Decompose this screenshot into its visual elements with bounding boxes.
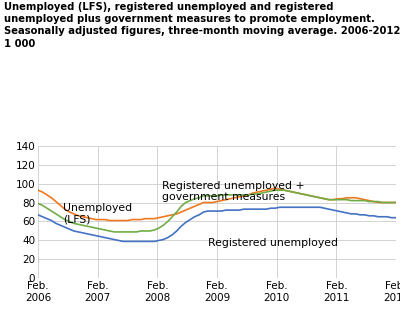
Text: Unemployed (LFS), registered unemployed and registered
unemployed plus governmen: Unemployed (LFS), registered unemployed … [4, 2, 400, 49]
Text: Registered unemployed +
government measures: Registered unemployed + government measu… [162, 181, 305, 202]
Text: Unemployed
(LFS): Unemployed (LFS) [63, 203, 132, 224]
Text: Registered unemployed: Registered unemployed [208, 238, 338, 248]
